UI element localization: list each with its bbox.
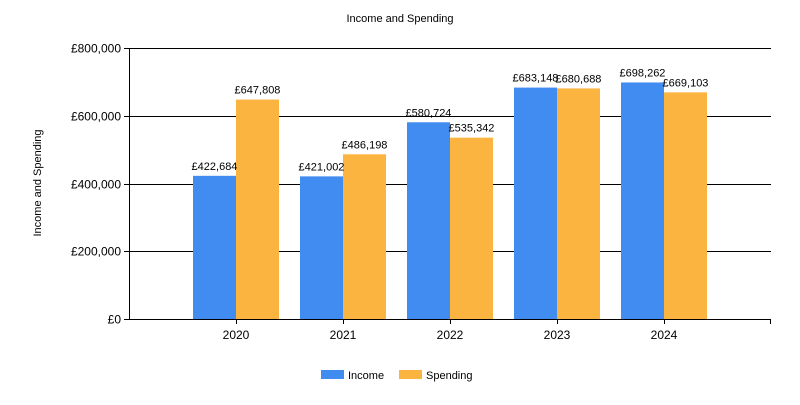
y-tick-label: £200,000 [71, 245, 121, 259]
bars [193, 82, 707, 320]
data-labels: £422,684 £647,808 £421,002 £486,198 £580,724… [192, 67, 709, 173]
data-label-income-2021: £421,002 [299, 161, 345, 173]
y-tick-label: £800,000 [71, 42, 121, 56]
x-tick-label: 2023 [544, 328, 571, 342]
bar-income-2023 [514, 87, 557, 319]
legend-label-spending: Spending [426, 370, 473, 382]
bar-spending-2023 [557, 88, 600, 320]
bar-income-2021 [300, 176, 343, 319]
data-label-spending-2021: £486,198 [342, 139, 388, 151]
data-label-spending-2024: £669,103 [663, 77, 709, 89]
bar-spending-2021 [343, 154, 386, 319]
legend-swatch-spending [399, 370, 422, 379]
legend-label-income: Income [348, 370, 384, 382]
data-label-income-2024: £698,262 [620, 67, 666, 79]
x-tick-label: 2020 [223, 328, 250, 342]
x-tick-label: 2022 [437, 328, 464, 342]
y-axis-title: Income and Spending [32, 129, 44, 236]
legend-swatch-income [321, 370, 344, 379]
bar-income-2022 [407, 122, 450, 319]
x-tick-label: 2024 [651, 328, 678, 342]
bar-income-2024 [621, 82, 664, 319]
y-tick-label: £600,000 [71, 110, 121, 124]
legend: Income Spending [321, 370, 473, 382]
data-label-spending-2020: £647,808 [235, 85, 281, 97]
bar-spending-2024 [664, 92, 707, 319]
bar-spending-2020 [236, 99, 279, 319]
data-label-spending-2022: £535,342 [449, 123, 495, 135]
data-label-income-2022: £580,724 [406, 107, 452, 119]
axes: £0 £200,000 £400,000 £600,000 £800,000 2020 20… [71, 42, 771, 342]
y-tick-label: £400,000 [71, 178, 121, 192]
y-tick-label: £0 [108, 313, 122, 327]
chart-title: Income and Spending [346, 13, 453, 25]
bar-income-2020 [193, 175, 236, 319]
bar-spending-2022 [450, 137, 493, 319]
data-label-income-2020: £422,684 [192, 161, 238, 173]
data-label-spending-2023: £680,688 [556, 73, 602, 85]
x-tick-label: 2021 [330, 328, 357, 342]
data-label-income-2023: £683,148 [513, 73, 559, 85]
